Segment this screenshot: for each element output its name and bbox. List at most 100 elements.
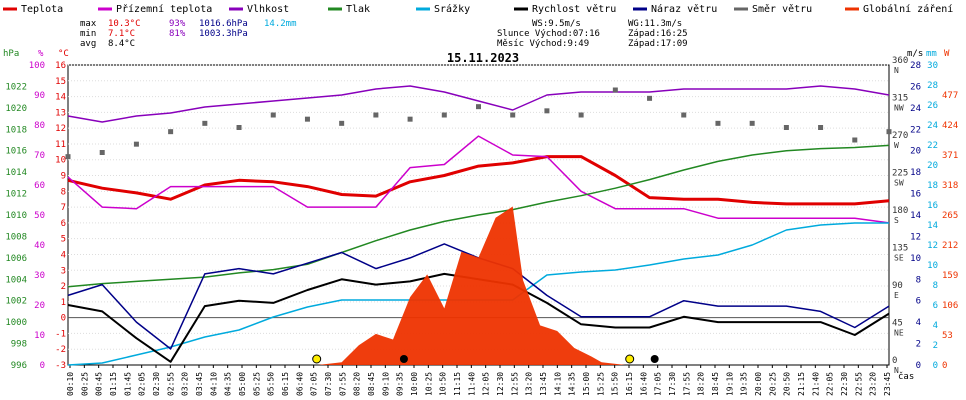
dir-tick-label: 315 [892,94,908,104]
hpa-tick-label: 1014 [5,168,27,178]
radiation-area [317,206,626,365]
stats-value: Měsíc Východ:9:49 [497,39,589,49]
mm-tick-label: 28 [927,81,938,91]
mm-tick-label: 18 [927,181,938,191]
wind-direction-point [886,129,892,135]
pct-tick-label: 20 [34,301,45,311]
time-tick-label: 07:05 [310,372,319,396]
temp-tick-label: 6 [61,219,66,229]
legend-label: Náraz větru [651,3,717,15]
ms-tick-label: 18 [910,168,921,178]
pct-tick-label: 100 [29,61,45,71]
stats-value: max [80,19,97,29]
time-tick-label: 18:45 [711,372,720,396]
time-tick-label: 14:35 [568,372,577,396]
chart-title: 15.11.2023 [447,51,519,65]
legend-label: Vlhkost [247,4,289,15]
temp-tick-label: 14 [55,93,66,103]
pct-tick-label: 80 [34,121,45,131]
legend-label: Globální záření [863,3,953,15]
time-tick-label: 10:50 [439,372,448,396]
mm-tick-label: 12 [927,241,938,251]
wind-direction-point [715,120,721,126]
wind-direction-point [681,112,687,118]
wm2-tick-label: 265 [942,211,958,221]
temp-tick-label: 7 [61,203,66,213]
time-tick-label: 07:30 [324,372,333,396]
time-tick-label: 12:55 [510,372,519,396]
time-tick-label: 08:20 [353,372,362,396]
wm2-tick-label: 159 [942,271,958,281]
time-tick-label: 17:55 [682,372,691,396]
right-axes: 0N45NE90E135SE180S225SW270W315NW360N0246… [892,49,958,375]
wind-direction-point [133,141,139,147]
ms-tick-label: 28 [910,61,921,71]
mm-axis-title: mm [926,49,937,59]
ms-tick-label: 20 [910,147,921,157]
hpa-tick-label: 1012 [5,190,27,200]
mm-tick-label: 10 [927,261,938,271]
hpa-tick-label: 1002 [5,297,27,307]
time-tick-label: 00:25 [80,372,89,396]
moon-marker [399,355,408,363]
moon-marker [650,355,659,363]
time-tick-label: 14:10 [553,372,562,396]
hpa-tick-label: 1018 [5,125,27,135]
stats-value: 7.1°C [108,29,135,39]
dir-tick-label: 180 [892,206,908,216]
time-axis-title: čas [898,371,914,382]
dir-tick-label: 90 [892,281,903,291]
time-tick-label: 05:25 [252,372,261,396]
time-tick-label: 07:55 [338,372,347,396]
ms-tick-label: 4 [916,318,921,328]
wm2-tick-label: 371 [942,151,958,161]
temp-tick-label: 0 [61,314,66,324]
wind-direction-point [647,95,653,101]
wm2-tick-label: 212 [942,241,958,251]
stats-value: min [80,29,96,39]
time-tick-label: 00:10 [66,372,75,396]
time-tick-label: 23:45 [883,372,892,396]
time-tick-label: 06:40 [295,372,304,396]
time-tick-label: 04:10 [209,372,218,396]
time-tick-label: 19:35 [740,372,749,396]
mm-tick-label: 16 [927,201,938,211]
time-tick-label: 15:25 [596,372,605,396]
pct-tick-label: 0 [40,361,45,371]
temp-tick-label: 9 [61,172,66,182]
time-tick-label: 02:30 [152,372,161,396]
left-axes: -3-2-1012345678910111213141516°C01020304… [3,49,69,371]
temp-tick-label: 4 [61,250,66,260]
time-tick-label: 01:15 [109,372,118,396]
wind-direction-point [612,87,618,93]
legend-label: Rychlost větru [532,3,616,15]
time-tick-label: 00:45 [95,372,104,396]
wind-direction-point [852,137,858,143]
time-tick-label: 20:00 [754,372,763,396]
ms-tick-label: 16 [910,190,921,200]
hpa-tick-label: 1008 [5,232,27,242]
time-tick-label: 01:45 [123,372,132,396]
temp-tick-label: -1 [55,329,66,339]
ms-tick-label: 26 [910,82,921,92]
temp-tick-label: -3 [55,361,66,371]
time-tick-label: 12:05 [482,372,491,396]
ms-tick-label: 8 [916,275,921,285]
time-tick-label: 11:15 [453,372,462,396]
time-tick-label: 16:40 [639,372,648,396]
time-tick-label: 23:20 [869,372,878,396]
ms-axis-title: m/s [907,49,923,59]
ms-tick-label: 10 [910,254,921,264]
ms-tick-label: 12 [910,232,921,242]
time-tick-label: 08:45 [367,372,376,396]
hpa-tick-label: 1004 [5,275,27,285]
time-tick-label: 02:05 [138,372,147,396]
dir-compass-label: SE [894,254,904,263]
legend-label: Tlak [346,4,370,15]
wm2-tick-label: 424 [942,121,958,131]
stats-value: 8.4°C [108,39,135,49]
dir-tick-label: 225 [892,169,908,179]
stats-value: avg [80,39,96,49]
dir-compass-label: W [894,141,899,150]
stats-value: 1003.3hPa [199,29,248,39]
